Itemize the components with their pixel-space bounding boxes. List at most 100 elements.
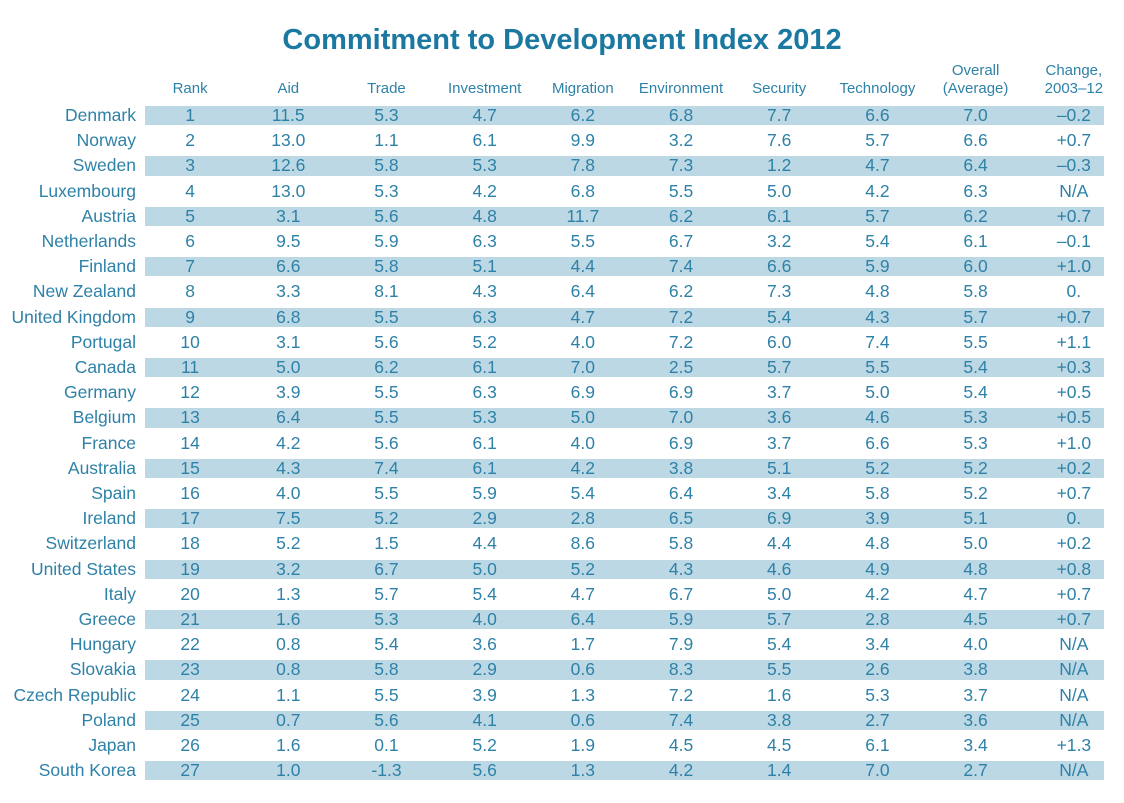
cell-security: 5.4 <box>730 304 829 330</box>
cell-aid: 7.5 <box>239 506 338 532</box>
country-label: Belgium <box>1 405 141 431</box>
cell-rank: 21 <box>141 607 240 633</box>
cell-rank: 15 <box>141 455 240 482</box>
cell-security: 3.7 <box>730 430 829 456</box>
cell-technology: 4.2 <box>828 178 927 204</box>
column-header-trade: Trade <box>367 80 406 97</box>
cell-migration: 2.8 <box>533 506 632 532</box>
cell-investment: 4.4 <box>435 531 534 557</box>
cell-change: +1.3 <box>1024 733 1123 759</box>
table-row: South Korea 27 1.0 -1.3 5.6 1.3 4.2 1.4 7.0 2.7 N/… <box>1 758 1123 784</box>
cell-change: N/A <box>1024 758 1123 784</box>
country-label: New Zealand <box>1 279 141 305</box>
cell-security: 5.4 <box>730 632 829 658</box>
cell-environment: 6.9 <box>631 430 731 456</box>
country-label: Ireland <box>1 506 141 532</box>
cell-migration: 11.7 <box>533 203 632 230</box>
cell-trade: 5.2 <box>337 506 436 532</box>
cell-rank: 24 <box>141 682 240 708</box>
cell-technology: 2.6 <box>828 657 927 683</box>
cell-environment: 6.4 <box>631 481 731 507</box>
cell-change: N/A <box>1024 657 1123 683</box>
cell-security: 4.6 <box>730 556 829 582</box>
country-label: Canada <box>1 355 141 381</box>
country-label: Slovakia <box>1 657 141 683</box>
cell-security: 4.5 <box>730 733 829 759</box>
cell-overall: 4.8 <box>926 556 1025 582</box>
cell-aid: 1.1 <box>239 682 338 708</box>
country-label: Poland <box>1 707 141 734</box>
cell-trade: 6.2 <box>337 355 436 381</box>
column-header-rank: Rank <box>172 80 208 97</box>
table-row: France 14 4.2 5.6 6.1 4.0 6.9 3.7 6.6 5.3 +1.0 <box>1 430 1123 456</box>
cell-rank: 13 <box>141 405 240 431</box>
country-label: Switzerland <box>1 531 141 557</box>
cell-technology: 7.0 <box>828 758 927 784</box>
cell-overall: 6.4 <box>926 153 1025 179</box>
column-header-security: Security <box>752 80 807 97</box>
cell-security: 3.7 <box>730 380 829 406</box>
cell-change: +1.1 <box>1024 329 1123 356</box>
cell-technology: 5.9 <box>828 254 927 280</box>
cell-investment: 2.9 <box>435 506 534 532</box>
cell-rank: 1 <box>141 103 240 129</box>
cell-change: +0.2 <box>1024 455 1123 482</box>
cell-environment: 3.8 <box>631 455 731 482</box>
cell-environment: 7.0 <box>631 405 731 431</box>
cell-trade: 5.7 <box>337 581 436 608</box>
cell-change: N/A <box>1024 682 1123 708</box>
cell-overall: 7.0 <box>926 103 1025 129</box>
cell-investment: 5.3 <box>435 153 534 179</box>
cell-technology: 5.3 <box>828 682 927 708</box>
country-label: Hungary <box>1 632 141 658</box>
cell-technology: 4.8 <box>828 279 927 305</box>
cell-rank: 3 <box>141 153 240 179</box>
cell-aid: 1.0 <box>239 758 338 784</box>
table-header-row: Rank Aid Trade Investment Migration Environme… <box>1 57 1123 103</box>
cell-aid: 13.0 <box>239 128 338 154</box>
cell-overall: 6.1 <box>926 229 1025 255</box>
cell-security: 5.1 <box>730 455 829 482</box>
cell-trade: 5.5 <box>337 380 436 406</box>
cell-rank: 16 <box>141 481 240 507</box>
cell-rank: 11 <box>141 355 240 381</box>
cell-aid: 11.5 <box>239 103 338 129</box>
cell-trade: 5.5 <box>337 682 436 708</box>
table-row: Poland 25 0.7 5.6 4.1 0.6 7.4 3.8 2.7 3.6 N/A <box>1 707 1123 734</box>
table-row: Switzerland 18 5.2 1.5 4.4 8.6 5.8 4.4 4.8 5.0 +0.… <box>1 531 1123 557</box>
cell-investment: 6.3 <box>435 229 534 255</box>
cell-environment: 6.2 <box>631 279 731 305</box>
cell-technology: 4.9 <box>828 556 927 582</box>
country-label: Italy <box>1 581 141 608</box>
cell-investment: 5.1 <box>435 254 534 280</box>
cell-change: +0.5 <box>1024 380 1123 406</box>
cell-environment: 6.5 <box>631 506 731 532</box>
cell-trade: 5.6 <box>337 329 436 356</box>
cell-security: 7.7 <box>730 103 829 129</box>
cell-change: +0.2 <box>1024 531 1123 557</box>
cell-environment: 5.8 <box>631 531 731 557</box>
cell-overall: 3.4 <box>926 733 1025 759</box>
country-label: United States <box>1 556 141 582</box>
cell-environment: 4.5 <box>631 733 731 759</box>
cell-rank: 6 <box>141 229 240 255</box>
cell-rank: 23 <box>141 657 240 683</box>
country-label: Spain <box>1 481 141 507</box>
table-row: Germany 12 3.9 5.5 6.3 6.9 6.9 3.7 5.0 5.4 +0.5 <box>1 380 1123 406</box>
cell-overall: 5.4 <box>926 355 1025 381</box>
cell-environment: 7.4 <box>631 254 731 280</box>
cell-change: +0.7 <box>1024 481 1123 507</box>
cell-rank: 12 <box>141 380 240 406</box>
cell-environment: 7.2 <box>631 304 731 330</box>
cell-environment: 6.9 <box>631 380 731 406</box>
cell-technology: 3.4 <box>828 632 927 658</box>
cell-technology: 5.4 <box>828 229 927 255</box>
cell-aid: 12.6 <box>239 153 338 179</box>
table-row: New Zealand 8 3.3 8.1 4.3 6.4 6.2 7.3 4.8 5.8 0. <box>1 279 1123 305</box>
cell-environment: 4.3 <box>631 556 731 582</box>
cell-migration: 6.4 <box>533 607 632 633</box>
cell-technology: 4.6 <box>828 405 927 431</box>
table-row: Australia 15 4.3 7.4 6.1 4.2 3.8 5.1 5.2 5.2 +0.2 <box>1 455 1123 482</box>
cell-environment: 5.5 <box>631 178 731 204</box>
cell-security: 5.7 <box>730 355 829 381</box>
